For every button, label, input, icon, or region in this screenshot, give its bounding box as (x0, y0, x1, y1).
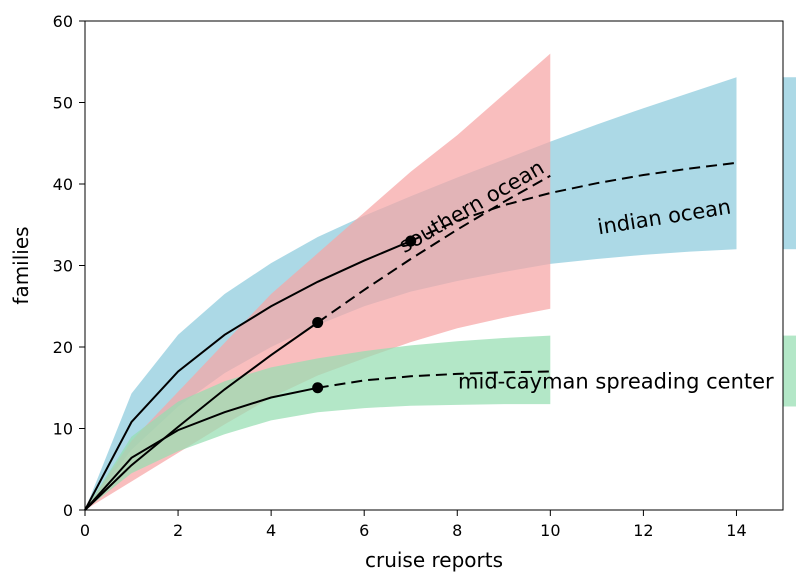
marker-southern (312, 317, 324, 329)
x-tick-label: 4 (266, 521, 276, 540)
y-tick-label: 20 (53, 338, 73, 357)
x-tick-label: 2 (173, 521, 183, 540)
x-tick-label: 10 (540, 521, 560, 540)
x-tick-label: 0 (80, 521, 90, 540)
x-axis-label: cruise reports (365, 548, 503, 572)
edge-band-1 (783, 335, 796, 407)
y-tick-label: 30 (53, 257, 73, 276)
edge-bands (783, 77, 796, 407)
band-cayman (85, 335, 551, 510)
line-observed-indian (84, 240, 412, 511)
line-extrapolated-southern (317, 174, 551, 324)
x-tick-label: 12 (633, 521, 653, 540)
line-extrapolated-indian (410, 161, 737, 242)
y-tick-label: 10 (53, 420, 73, 439)
y-tick-label: 0 (63, 501, 73, 520)
x-tick-label: 8 (452, 521, 462, 540)
line-observed-cayman (84, 386, 318, 511)
y-tick-label: 40 (53, 175, 73, 194)
line-extrapolated-cayman (317, 370, 551, 389)
y-tick-label: 50 (53, 94, 73, 113)
rarefaction-lines (84, 161, 737, 511)
line-observed-southern (84, 321, 319, 511)
y-axis-label: families (9, 226, 33, 304)
x-tick-label: 6 (359, 521, 369, 540)
edge-band-0 (783, 77, 796, 250)
annotation-2: mid-cayman spreading center (458, 370, 774, 394)
sample-markers (312, 235, 417, 394)
marker-indian (405, 235, 417, 247)
confidence-bands (85, 53, 737, 510)
x-axis-ticks: 0 2 4 6 8 10 12 14 (80, 510, 747, 540)
y-axis-ticks: 0 10 20 30 40 50 60 (53, 12, 85, 520)
y-tick-label: 60 (53, 12, 73, 31)
x-tick-label: 14 (726, 521, 746, 540)
marker-cayman (312, 382, 324, 394)
band-indian (85, 77, 737, 510)
